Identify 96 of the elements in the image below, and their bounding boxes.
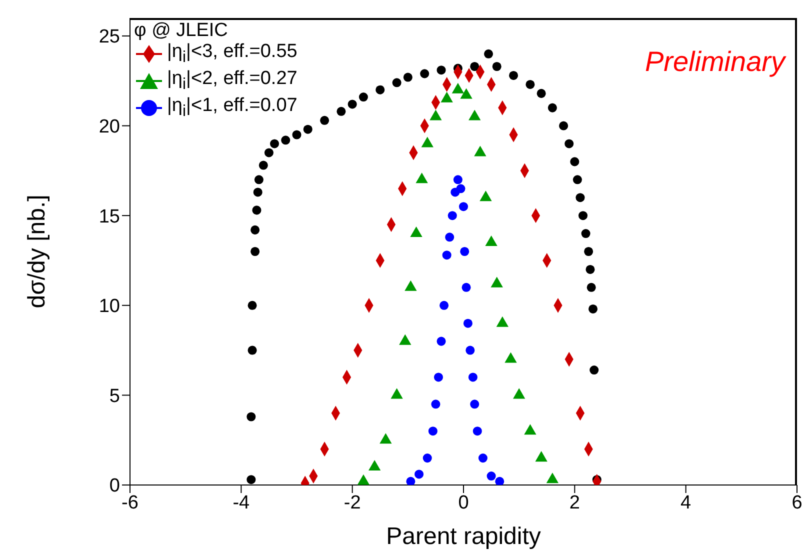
point — [390, 388, 403, 399]
point — [292, 130, 302, 140]
legend-label: |η$_{i}$|<1, eff.=0.07 — [167, 94, 298, 122]
point — [358, 92, 368, 102]
legend-label: |η$_{i}$|<3, eff.=0.55 — [167, 41, 298, 68]
annotation: Preliminary — [644, 46, 785, 78]
point — [513, 388, 526, 399]
point — [570, 157, 580, 166]
point — [403, 72, 412, 82]
point — [414, 470, 424, 479]
y-axis-title: dσ/dy [nb.] — [24, 194, 51, 308]
point — [466, 346, 475, 355]
point — [559, 121, 568, 130]
point — [546, 472, 559, 484]
x-tick-label: 6 — [792, 492, 802, 514]
point — [380, 433, 392, 444]
point — [448, 211, 457, 220]
y-tick-label: 0 — [109, 476, 120, 497]
point — [406, 476, 416, 485]
point — [434, 372, 443, 382]
point — [348, 100, 357, 109]
point — [281, 136, 290, 145]
point — [436, 66, 446, 75]
point — [410, 226, 422, 238]
point — [270, 139, 280, 148]
point — [254, 175, 264, 184]
x-tick-label: 0 — [458, 492, 469, 514]
x-tick-label: -6 — [122, 492, 138, 514]
point — [442, 250, 452, 260]
point — [420, 69, 430, 78]
point — [572, 175, 582, 184]
x-tick-label: -2 — [344, 492, 361, 514]
point — [246, 412, 256, 422]
point — [445, 232, 454, 242]
point — [376, 85, 385, 94]
point — [422, 454, 432, 463]
point — [586, 264, 595, 274]
point — [564, 139, 574, 148]
x-tick-label: 2 — [569, 492, 580, 514]
x-tick-label: -4 — [232, 492, 250, 514]
point — [470, 62, 480, 71]
point — [336, 106, 346, 116]
point — [470, 400, 480, 409]
point — [536, 88, 546, 98]
point — [248, 300, 257, 310]
point — [250, 225, 260, 234]
point — [303, 124, 312, 134]
point — [463, 318, 472, 328]
point — [462, 282, 471, 292]
y-tick-label: 15 — [98, 206, 120, 228]
point — [250, 246, 260, 256]
point — [485, 236, 498, 246]
point — [588, 304, 598, 314]
point — [535, 451, 548, 462]
point — [264, 148, 274, 158]
point — [586, 282, 596, 292]
point — [484, 49, 494, 58]
point — [492, 62, 502, 71]
point — [576, 193, 585, 202]
point — [486, 472, 496, 481]
point — [431, 400, 440, 409]
y-tick-label: 5 — [109, 386, 120, 407]
point — [456, 184, 466, 194]
point — [578, 211, 588, 220]
point — [453, 175, 462, 184]
point — [548, 103, 557, 112]
point — [252, 206, 262, 215]
point — [253, 188, 262, 197]
point — [320, 116, 330, 125]
point — [581, 229, 590, 238]
y-tick-label: 25 — [98, 26, 120, 48]
point — [524, 424, 536, 435]
point — [246, 475, 256, 484]
point — [258, 160, 268, 170]
point — [392, 78, 402, 88]
point — [472, 426, 482, 436]
point — [495, 476, 504, 485]
point — [526, 80, 535, 89]
point — [248, 346, 257, 355]
point — [468, 372, 478, 382]
point — [478, 454, 488, 463]
point — [428, 426, 438, 436]
point — [368, 460, 381, 471]
point — [584, 246, 594, 256]
point — [436, 336, 446, 346]
legend-title: φ @ JLEIC — [134, 20, 229, 41]
point — [440, 300, 449, 310]
point — [460, 246, 470, 256]
y-tick-label: 10 — [98, 296, 120, 318]
legend-label: |η$_{i}$|<2, eff.=0.27 — [167, 68, 298, 95]
point — [509, 70, 518, 80]
x-tick-label: 4 — [680, 492, 692, 514]
point — [458, 202, 468, 212]
y-tick-label: 20 — [98, 116, 120, 138]
point — [590, 366, 599, 375]
x-axis-title: Parent rapidity — [386, 523, 541, 550]
